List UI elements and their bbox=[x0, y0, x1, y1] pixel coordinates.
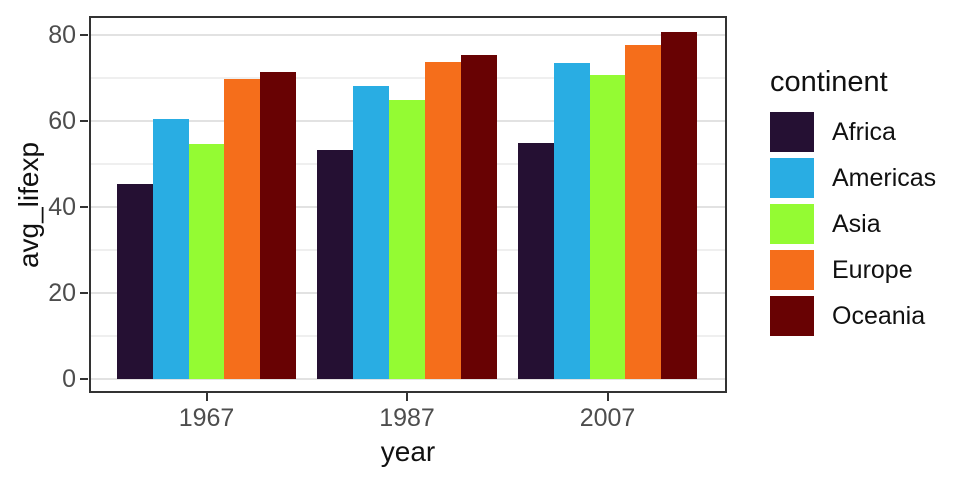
y-tick-mark-80 bbox=[80, 34, 88, 37]
bar-asia-1987 bbox=[389, 100, 425, 380]
bar-oceania-2007 bbox=[661, 32, 698, 380]
x-tick-label-1967: 1967 bbox=[178, 404, 235, 432]
x-tick-label-2007: 2007 bbox=[579, 404, 636, 432]
x-tick-mark-1987 bbox=[406, 393, 408, 401]
x-tick-mark-2007 bbox=[606, 393, 609, 401]
legend-swatch-africa bbox=[770, 112, 814, 152]
legend-label-oceania: Oceania bbox=[832, 301, 926, 330]
legend-item-americas: Americas bbox=[770, 158, 936, 198]
legend-label-asia: Asia bbox=[832, 209, 881, 238]
gridline-major-0 bbox=[89, 378, 727, 381]
bar-americas-2007 bbox=[553, 62, 590, 380]
legend-label-europe: Europe bbox=[832, 255, 913, 284]
y-tick-label-60: 60 bbox=[48, 107, 76, 136]
bar-americas-1987 bbox=[353, 86, 390, 380]
x-tick-mark-1967 bbox=[205, 393, 208, 401]
x-tick-label-1987: 1987 bbox=[379, 404, 435, 432]
bar-europe-1967 bbox=[224, 79, 261, 380]
y-tick-label-0: 0 bbox=[62, 365, 76, 394]
y-tick-mark-60 bbox=[80, 120, 88, 123]
y-tick-label-80: 80 bbox=[48, 21, 76, 50]
legend-item-europe: Europe bbox=[770, 250, 936, 290]
bar-oceania-1987 bbox=[460, 54, 497, 380]
legend-label-americas: Americas bbox=[832, 163, 937, 192]
bar-africa-1967 bbox=[116, 184, 153, 380]
legend-swatch-europe bbox=[770, 250, 814, 290]
legend-item-asia: Asia bbox=[770, 204, 936, 244]
legend-item-africa: Africa bbox=[770, 112, 936, 152]
plot-panel bbox=[89, 16, 727, 393]
y-tick-mark-20 bbox=[80, 292, 88, 295]
bar-oceania-1967 bbox=[260, 72, 297, 380]
legend-items: Africa Americas Asia Europe Oceania bbox=[770, 112, 936, 336]
legend-swatch-asia bbox=[770, 204, 814, 244]
bar-europe-1987 bbox=[424, 62, 461, 380]
bar-americas-1967 bbox=[152, 119, 189, 380]
legend-swatch-oceania bbox=[770, 296, 814, 336]
gridline-major-80 bbox=[89, 34, 727, 37]
x-axis-title: year bbox=[380, 436, 436, 467]
y-tick-label-40: 40 bbox=[48, 193, 76, 222]
legend-item-oceania: Oceania bbox=[770, 296, 936, 336]
bar-africa-1987 bbox=[317, 149, 354, 380]
bar-asia-1967 bbox=[188, 143, 225, 380]
bar-asia-2007 bbox=[589, 75, 626, 380]
legend-title: continent bbox=[770, 66, 888, 98]
y-tick-mark-0 bbox=[80, 378, 88, 381]
bar-africa-2007 bbox=[517, 143, 554, 380]
legend-swatch-americas bbox=[770, 158, 814, 198]
legend-label-africa: Africa bbox=[832, 117, 896, 146]
bar-europe-2007 bbox=[625, 45, 662, 380]
y-tick-mark-40 bbox=[80, 206, 88, 209]
legend: continent Africa Americas Asia Europe Oceani… bbox=[770, 66, 936, 342]
y-tick-label-20: 20 bbox=[48, 279, 76, 308]
gridline-minor-70 bbox=[89, 77, 727, 80]
